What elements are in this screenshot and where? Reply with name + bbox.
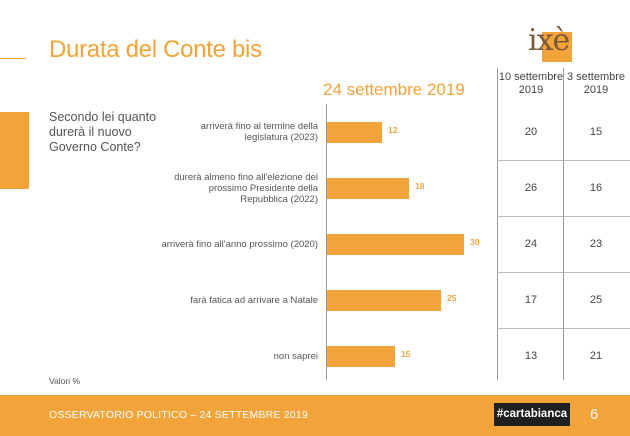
column-divider: [563, 68, 564, 380]
logo-box: [542, 32, 572, 62]
page-title: Durata del Conte bis: [49, 36, 262, 63]
footer-bar: OSSERVATORIO POLITICO – 24 SETTEMBRE 201…: [0, 395, 630, 436]
page-number: 6: [590, 406, 599, 423]
bar-current: [327, 346, 395, 367]
bar-current: [327, 290, 441, 311]
bar-current: [327, 178, 409, 199]
cell-sep10: 24: [524, 238, 538, 250]
col-header-sep10: 10 settembre 2019: [498, 71, 564, 96]
row-divider: [497, 328, 630, 329]
cell-sep3: 15: [589, 126, 603, 138]
axis-line: [326, 104, 327, 380]
top-rule: [0, 58, 26, 59]
brand-badge: #cartabianca: [494, 403, 570, 426]
bar-value-label: 18: [415, 181, 425, 191]
row-label: arriverà fino al termine della legislatu…: [200, 121, 318, 143]
bar-current: [327, 234, 464, 255]
row-label: arriverà fino all'anno prossimo (2020): [161, 238, 318, 250]
bar-value-label: 30: [470, 237, 480, 247]
cell-sep10: 20: [524, 126, 538, 138]
row-label: durerà almeno fino all'elezione del pros…: [174, 171, 318, 205]
cell-sep10: 17: [524, 294, 538, 306]
cell-sep3: 23: [589, 238, 603, 250]
row-divider: [497, 160, 630, 161]
bar-value-label: 12: [388, 125, 398, 135]
bar-value-label: 25: [447, 293, 457, 303]
row-divider: [497, 272, 630, 273]
cell-sep3: 21: [589, 350, 603, 362]
cell-sep10: 26: [524, 182, 538, 194]
cell-sep10: 13: [524, 350, 538, 362]
current-series-header: 24 settembre 2019: [323, 80, 465, 99]
footer-text: OSSERVATORIO POLITICO – 24 SETTEMBRE 201…: [49, 409, 308, 421]
cell-sep3: 16: [589, 182, 603, 194]
bar-current: [327, 122, 382, 143]
row-divider: [497, 216, 630, 217]
column-divider: [497, 68, 498, 380]
row-label: non saprei: [273, 350, 318, 362]
values-note: Valori %: [49, 376, 81, 386]
cell-sep3: 25: [589, 294, 603, 306]
row-label: farà fatica ad arrivare a Natale: [190, 294, 318, 306]
ixe-logo: ixè: [528, 20, 580, 64]
question-text: Secondo lei quanto durerà il nuovo Gover…: [49, 110, 157, 154]
logo-text: ixè: [528, 23, 570, 58]
bar-value-label: 15: [401, 349, 411, 359]
col-header-sep3: 3 settembre 2019: [566, 71, 626, 96]
side-tab: [0, 112, 29, 189]
